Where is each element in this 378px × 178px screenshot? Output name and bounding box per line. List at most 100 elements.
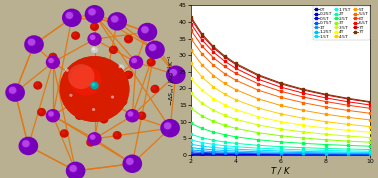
- Circle shape: [50, 54, 54, 58]
- Circle shape: [110, 47, 114, 51]
- Circle shape: [48, 53, 57, 61]
- Circle shape: [64, 90, 73, 99]
- Circle shape: [120, 98, 124, 102]
- Circle shape: [109, 46, 118, 54]
- Circle shape: [90, 82, 99, 89]
- Circle shape: [60, 56, 129, 122]
- Circle shape: [138, 23, 157, 41]
- Circle shape: [46, 109, 60, 122]
- Circle shape: [152, 86, 156, 90]
- Circle shape: [125, 36, 129, 40]
- Circle shape: [85, 5, 104, 23]
- Circle shape: [169, 68, 178, 77]
- Circle shape: [150, 85, 160, 93]
- Circle shape: [69, 164, 77, 173]
- Circle shape: [88, 139, 91, 143]
- Circle shape: [107, 12, 127, 31]
- Circle shape: [124, 70, 133, 79]
- Circle shape: [33, 81, 42, 90]
- Circle shape: [87, 132, 102, 146]
- Circle shape: [169, 69, 177, 76]
- Circle shape: [48, 111, 54, 117]
- Circle shape: [91, 46, 98, 53]
- Circle shape: [92, 108, 95, 111]
- Circle shape: [5, 83, 25, 102]
- Circle shape: [90, 22, 99, 31]
- Circle shape: [28, 39, 35, 46]
- Circle shape: [101, 116, 105, 120]
- Circle shape: [71, 31, 80, 40]
- Circle shape: [92, 48, 95, 51]
- Circle shape: [75, 111, 84, 120]
- Circle shape: [88, 8, 96, 15]
- Circle shape: [117, 64, 124, 71]
- Circle shape: [91, 83, 95, 86]
- Circle shape: [141, 26, 149, 33]
- Circle shape: [110, 95, 117, 101]
- Circle shape: [110, 15, 119, 23]
- Circle shape: [37, 108, 46, 116]
- Circle shape: [99, 115, 108, 124]
- Circle shape: [69, 94, 73, 97]
- Circle shape: [122, 155, 142, 173]
- Circle shape: [48, 111, 54, 117]
- Circle shape: [68, 64, 94, 89]
- Circle shape: [35, 82, 39, 86]
- Circle shape: [131, 57, 138, 64]
- Circle shape: [91, 107, 98, 114]
- Circle shape: [149, 44, 156, 51]
- Circle shape: [90, 134, 96, 140]
- Circle shape: [73, 68, 76, 72]
- Circle shape: [164, 122, 171, 129]
- Circle shape: [70, 165, 77, 172]
- Circle shape: [22, 140, 30, 148]
- Circle shape: [118, 65, 122, 68]
- Circle shape: [76, 113, 80, 117]
- Circle shape: [70, 66, 101, 96]
- Circle shape: [61, 130, 65, 134]
- Circle shape: [132, 58, 137, 63]
- Legend: 0T, 0.25T, 0.5T, 0.75T, 1T, 1.25T, 1.5T, 1.75T, 2T, 2.5T, 3T, 3.5T, 4T, 4.5T, 5T: 0T, 0.25T, 0.5T, 0.75T, 1T, 1.25T, 1.5T,…: [313, 6, 370, 40]
- Circle shape: [148, 43, 157, 52]
- Circle shape: [65, 11, 74, 20]
- Circle shape: [48, 57, 54, 64]
- Circle shape: [8, 86, 17, 94]
- Y-axis label: $-\Delta S_m$ / Jkg$^{-1}$K$^{-1}$: $-\Delta S_m$ / Jkg$^{-1}$K$^{-1}$: [167, 54, 177, 106]
- Circle shape: [137, 111, 146, 120]
- Circle shape: [60, 129, 69, 138]
- Circle shape: [160, 119, 180, 137]
- Circle shape: [65, 91, 69, 95]
- Circle shape: [118, 97, 127, 106]
- Circle shape: [113, 131, 122, 140]
- Circle shape: [129, 56, 143, 69]
- Circle shape: [71, 67, 80, 75]
- Circle shape: [141, 26, 149, 34]
- Circle shape: [127, 111, 134, 117]
- Circle shape: [148, 59, 152, 63]
- Circle shape: [60, 56, 129, 122]
- Circle shape: [114, 132, 118, 136]
- Circle shape: [139, 113, 143, 117]
- Circle shape: [111, 96, 114, 99]
- Circle shape: [90, 34, 96, 41]
- Circle shape: [166, 66, 186, 84]
- Circle shape: [22, 140, 29, 147]
- Circle shape: [9, 87, 17, 94]
- Circle shape: [24, 35, 44, 54]
- Circle shape: [27, 38, 36, 46]
- Circle shape: [46, 56, 60, 69]
- Circle shape: [73, 33, 76, 36]
- Circle shape: [91, 24, 95, 28]
- Circle shape: [90, 35, 95, 40]
- Circle shape: [125, 109, 139, 122]
- Circle shape: [48, 58, 54, 63]
- Circle shape: [127, 111, 133, 117]
- Circle shape: [62, 9, 82, 27]
- Circle shape: [124, 35, 133, 43]
- X-axis label: $T$ / K: $T$ / K: [270, 165, 291, 176]
- Circle shape: [19, 137, 38, 155]
- Circle shape: [65, 69, 69, 72]
- Circle shape: [145, 41, 165, 59]
- Circle shape: [64, 68, 71, 75]
- Circle shape: [68, 93, 75, 100]
